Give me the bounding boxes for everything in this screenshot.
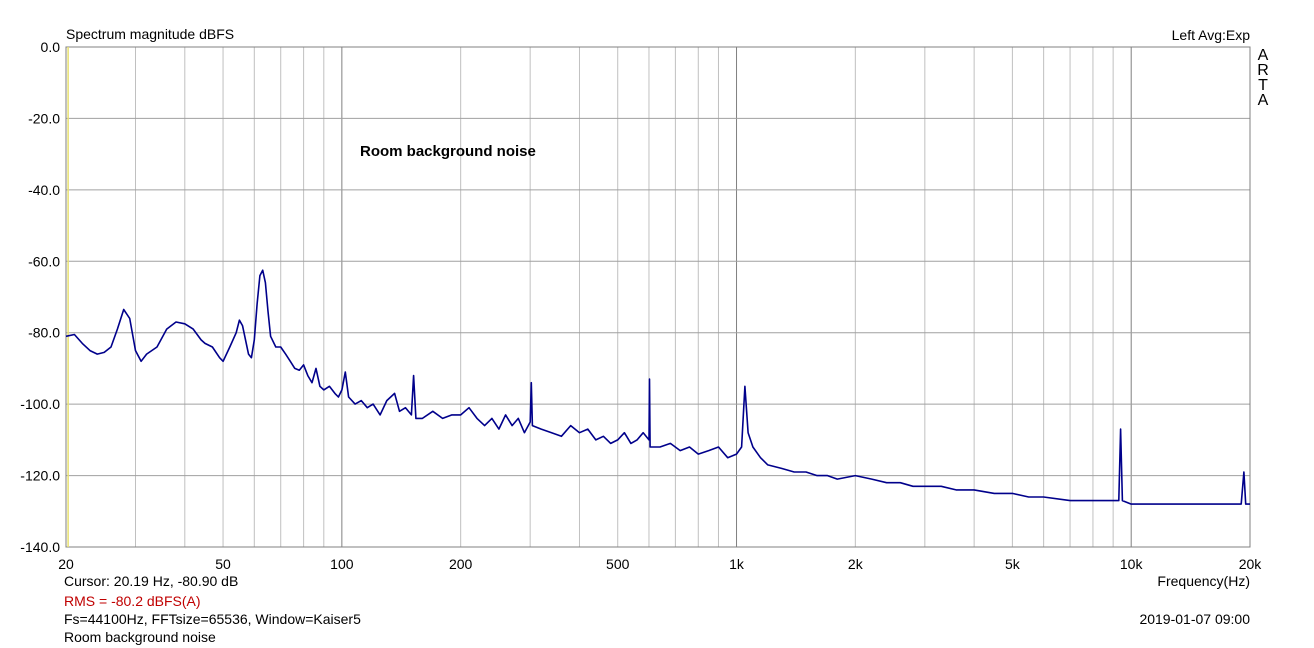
x-tick-label: 500 <box>606 556 630 572</box>
y-tick-label: -100.0 <box>20 396 60 412</box>
channel-info: Left Avg:Exp <box>1171 27 1250 43</box>
x-tick-label: 5k <box>1005 556 1021 572</box>
y-tick-label: -120.0 <box>20 468 60 484</box>
x-tick-labels: 20 50 100 200 500 1k 2k 5k 10k 20k <box>58 556 1262 572</box>
x-tick-label: 1k <box>729 556 745 572</box>
y-tick-label: -80.0 <box>28 325 60 341</box>
spectrum-trace <box>65 269 1250 505</box>
x-tick-label: 10k <box>1120 556 1144 572</box>
timestamp: 2019-01-07 09:00 <box>1139 611 1250 627</box>
x-tick-label: 20 <box>58 556 74 572</box>
x-tick-label: 50 <box>215 556 231 572</box>
plot-frame <box>65 46 1251 548</box>
chart-title: Spectrum magnitude dBFS <box>66 26 235 42</box>
trace-group <box>65 269 1250 505</box>
y-tick-label: -60.0 <box>28 253 60 269</box>
y-tick-label: 0.0 <box>41 39 61 55</box>
y-tick-label: -140.0 <box>20 539 60 555</box>
arta-letter: T <box>1258 77 1268 94</box>
measurement-note: Room background noise <box>64 629 216 645</box>
y-tick-label: -20.0 <box>28 110 60 126</box>
chart-annotation: Room background noise <box>360 143 536 160</box>
rms-readout: RMS = -80.2 dBFS(A) <box>64 593 201 609</box>
cursor-readout: Cursor: 20.19 Hz, -80.90 dB <box>64 573 239 589</box>
x-tick-label: 2k <box>848 556 864 572</box>
x-tick-label: 20k <box>1239 556 1263 572</box>
x-tick-label: 200 <box>449 556 473 572</box>
y-tick-labels: 0.0 -20.0 -40.0 -60.0 -80.0 -100.0 -120.0 -140.… <box>20 39 60 555</box>
arta-letter: R <box>1257 62 1269 79</box>
x-axis-label: Frequency(Hz) <box>1157 573 1250 589</box>
arta-letter: A <box>1257 47 1269 64</box>
y-tick-label: -40.0 <box>28 182 60 198</box>
minor-gridlines <box>134 47 1114 547</box>
fft-info: Fs=44100Hz, FFTsize=65536, Window=Kaiser… <box>64 611 361 627</box>
arta-letter: A <box>1257 92 1269 109</box>
x-tick-label: 100 <box>330 556 354 572</box>
major-gridlines <box>66 46 1250 548</box>
